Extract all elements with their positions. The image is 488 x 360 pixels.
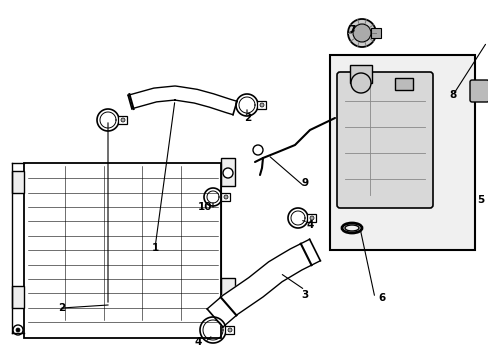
Text: 10: 10 xyxy=(197,202,212,212)
Circle shape xyxy=(352,24,370,42)
Bar xyxy=(306,214,315,222)
Bar xyxy=(394,78,412,90)
Bar xyxy=(221,193,229,201)
Circle shape xyxy=(13,325,23,335)
Bar xyxy=(24,163,221,338)
Circle shape xyxy=(252,145,263,155)
Text: 4: 4 xyxy=(305,220,313,230)
Circle shape xyxy=(350,73,370,93)
Circle shape xyxy=(121,118,125,122)
Bar xyxy=(118,116,127,124)
Bar xyxy=(349,65,371,83)
Text: 6: 6 xyxy=(378,293,385,303)
Text: 2: 2 xyxy=(58,303,65,313)
Text: 5: 5 xyxy=(476,195,484,205)
Circle shape xyxy=(347,19,375,47)
Text: 9: 9 xyxy=(301,178,308,188)
FancyBboxPatch shape xyxy=(336,72,432,208)
Circle shape xyxy=(260,103,264,107)
Bar xyxy=(224,326,234,334)
Circle shape xyxy=(227,328,231,332)
Circle shape xyxy=(224,195,227,199)
Text: 2: 2 xyxy=(244,113,251,123)
Text: 1: 1 xyxy=(151,243,158,253)
Text: 8: 8 xyxy=(448,90,456,100)
FancyBboxPatch shape xyxy=(469,80,488,102)
Bar xyxy=(221,158,235,186)
Bar xyxy=(257,101,265,109)
Polygon shape xyxy=(207,239,320,327)
Bar xyxy=(12,286,24,308)
Text: 7: 7 xyxy=(347,25,355,35)
Bar xyxy=(12,171,24,193)
Text: 3: 3 xyxy=(301,290,308,300)
Circle shape xyxy=(309,216,313,220)
Polygon shape xyxy=(128,86,237,115)
Text: 4: 4 xyxy=(194,337,201,347)
Bar xyxy=(221,278,235,300)
Bar xyxy=(329,55,474,250)
Circle shape xyxy=(16,328,20,332)
Bar xyxy=(370,28,380,38)
Circle shape xyxy=(223,307,232,317)
Circle shape xyxy=(223,168,232,178)
